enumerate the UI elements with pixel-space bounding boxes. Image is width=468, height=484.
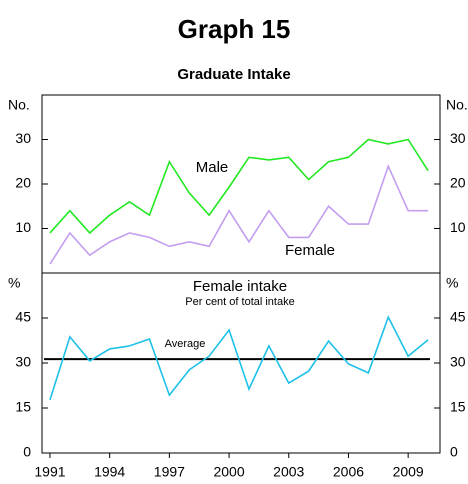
y-tick-label-right: 30 [450,130,466,146]
series-line [49,164,429,265]
x-tick-label: 1997 [154,464,185,480]
average-label: Average [165,338,206,350]
x-tick-label: 1994 [94,464,125,480]
series-label: Male [196,159,229,176]
y-tick-label-right: 20 [450,175,466,191]
chart-title: Graph 15 [178,14,291,44]
y-tick-label: 0 [23,444,31,460]
y-tick-label-right: 10 [450,219,466,235]
y-tick-label: 10 [15,219,31,235]
series-line [49,138,429,235]
annotation: Per cent of total intake [185,296,294,308]
y-tick-label: 30 [15,354,31,370]
chart-subtitle: Graduate Intake [177,66,290,83]
y-unit: % [8,275,20,291]
series-line [49,315,429,401]
series-label: Female intake [193,278,287,295]
x-tick-label: 2009 [393,464,424,480]
y-tick-label: 15 [15,399,31,415]
x-tick-label: 2006 [333,464,364,480]
y-tick-label: 45 [15,309,31,325]
series-label: Female [285,242,335,259]
y-tick-label-right: 45 [450,309,466,325]
plot-frame [41,94,441,454]
x-tick-label: 1991 [34,464,65,480]
x-tick-label: 2000 [213,464,244,480]
y-unit-right: No. [446,97,468,113]
x-tick-label: 2003 [273,464,304,480]
y-tick-label: 30 [15,130,31,146]
y-tick-label: 20 [15,175,31,191]
y-unit: No. [8,97,30,113]
y-tick-label-right: 0 [450,444,458,460]
y-tick-label-right: 30 [450,354,466,370]
y-tick-label-right: 15 [450,399,466,415]
y-unit-right: % [446,275,458,291]
